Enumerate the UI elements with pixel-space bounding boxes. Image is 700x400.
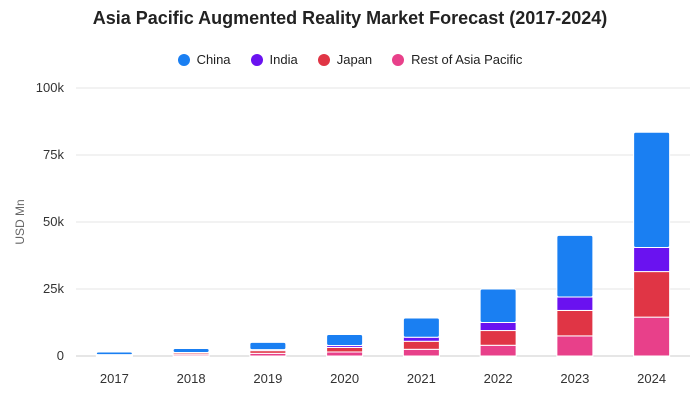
bar-segment-rest-of-asia-pacific [479,344,517,357]
x-tick-label: 2020 [330,371,359,386]
bar-segment-japan [402,340,440,350]
x-tick-label: 2022 [484,371,513,386]
bar-segment-china [633,131,671,248]
bar-segment-china [556,234,594,298]
bar-segment-rest-of-asia-pacific [633,316,671,357]
bar-segment-japan [556,309,594,337]
bar-segment-china [172,347,210,354]
bar-segment-china [95,351,133,356]
legend-item[interactable]: Rest of Asia Pacific [392,52,522,67]
bar-segment-japan [326,346,364,353]
bar-segment-india [402,336,440,342]
bar-segment-china [326,334,364,347]
x-tick-label: 2018 [177,371,206,386]
legend-swatch [392,53,405,66]
bar-segment-india [479,322,517,332]
x-tick-label: 2023 [560,371,589,386]
legend-label: Japan [336,52,373,67]
bar-segment-china [249,341,287,351]
bar-segment-japan [633,271,671,318]
bar-segment-japan [479,330,517,346]
bar-segment-rest-of-asia-pacific [326,351,364,357]
x-tick-label: 2019 [253,371,282,386]
bar-segment-rest-of-asia-pacific [556,335,594,357]
bar-segment-china [479,288,517,323]
x-tick-label: 2021 [407,371,436,386]
chart-title: Asia Pacific Augmented Reality Market Fo… [92,8,608,28]
legend-label: India [269,52,298,67]
y-tick-label: 50k [43,214,64,229]
bar-segment-india [556,296,594,311]
legend-item[interactable]: India [250,52,298,67]
legend-label: China [196,52,231,67]
bar-segment-china [402,317,440,338]
legend-item[interactable]: China [177,52,231,67]
legend-swatch [250,53,263,66]
legend-item[interactable]: Japan [317,52,373,67]
bar-segment-rest-of-asia-pacific [402,348,440,357]
legend-swatch [177,53,190,66]
legend-label: Rest of Asia Pacific [411,52,523,67]
y-tick-label: 75k [43,147,64,162]
chart-legend: China India Japan Rest of Asia Pacific [0,52,700,67]
y-tick-label: 25k [43,281,64,296]
bar-segment-india [633,246,671,273]
y-axis-title: USD Mn [13,199,27,244]
x-tick-label: 2024 [637,371,666,386]
y-tick-label: 0 [57,348,64,363]
x-tick-label: 2017 [100,371,129,386]
y-tick-label: 100k [36,80,65,95]
legend-swatch [317,53,330,66]
